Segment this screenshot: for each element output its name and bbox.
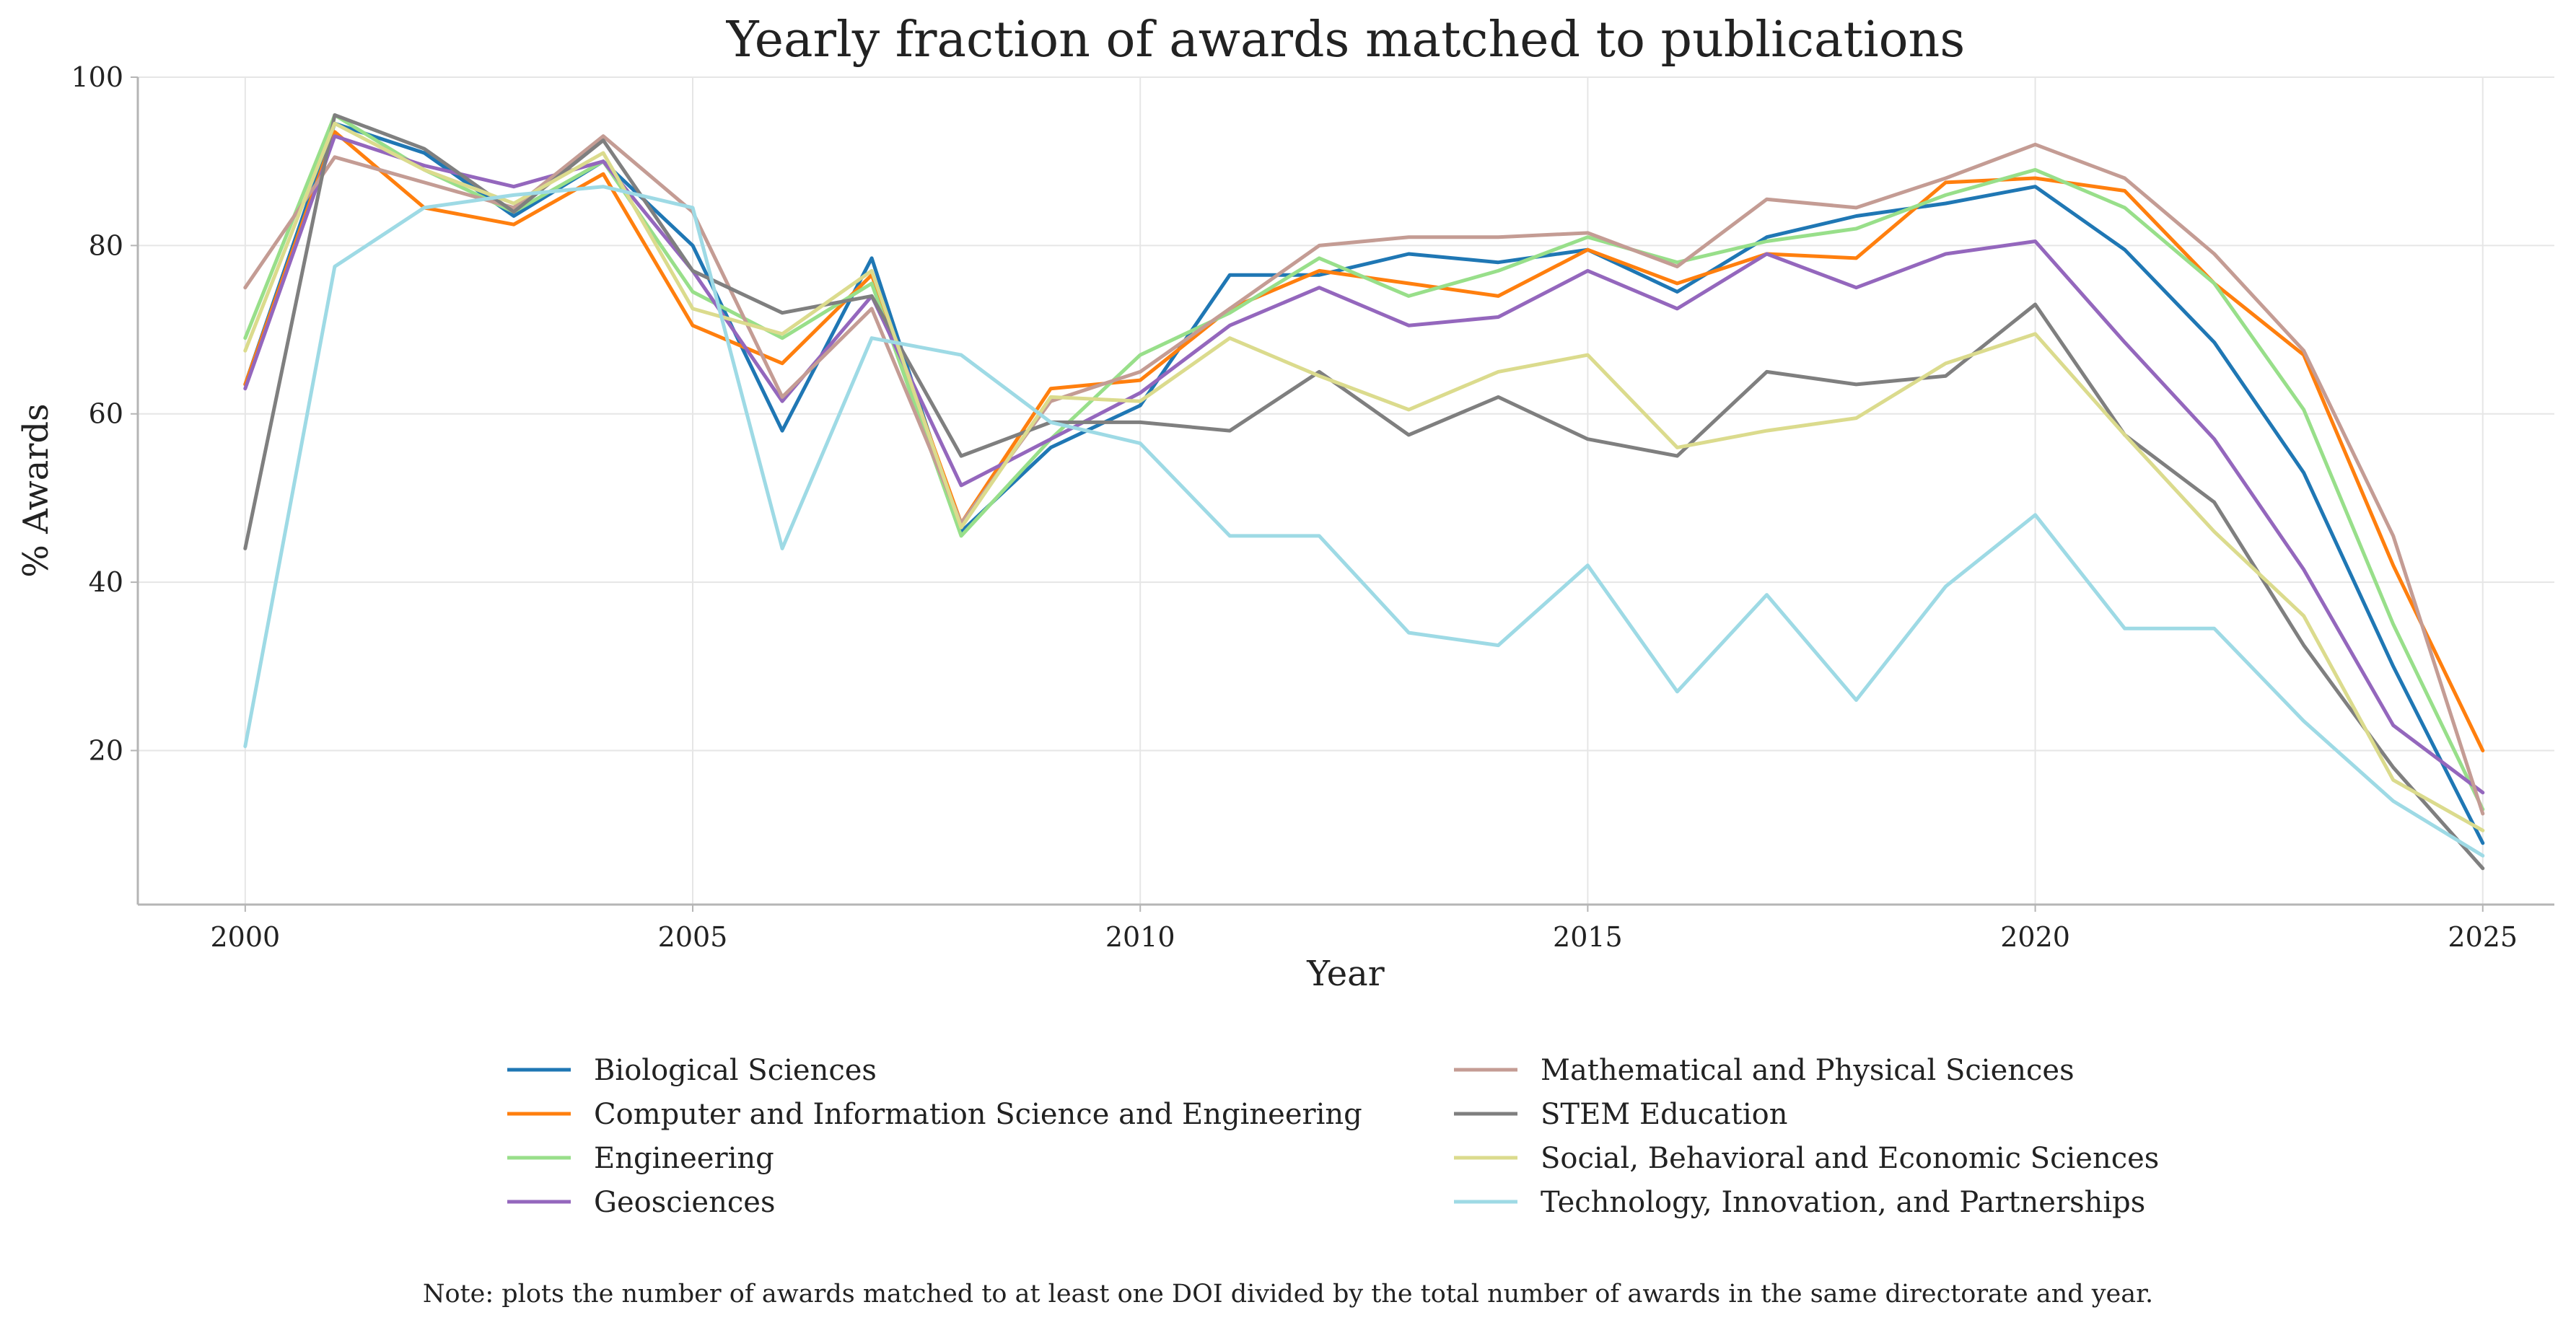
legend-label: Technology, Innovation, and Partnerships [1541,1186,2145,1219]
legend-label: Social, Behavioral and Economic Sciences [1541,1142,2159,1175]
x-tick-label: 2005 [658,921,728,953]
legend-item-technology-innovation-and-partnerships: Technology, Innovation, and Partnerships [1454,1186,2145,1219]
legend-item-stem-education: STEM Education [1454,1098,1787,1131]
chart-title: Yearly fraction of awards matched to pub… [726,12,1966,69]
legend-item-geosciences: Geosciences [507,1186,775,1219]
series-line-engineering [243,113,2485,812]
x-axis-title: Year [1306,954,1385,994]
series-line-biological-sciences [243,121,2485,845]
y-tick-label: 60 [89,398,123,430]
legend-label: STEM Education [1541,1098,1787,1131]
series-line-social-behavioral-and-economic-sciences [243,121,2485,832]
series-line-stem-education [243,113,2485,871]
y-tick-label: 100 [71,61,123,93]
legend: Biological Sciences Computer and Informat… [507,1054,2159,1219]
y-axis-title: % Awards [16,403,56,577]
legend-item-computer-and-information-science-and-engineering: Computer and Information Science and Eng… [507,1098,1362,1131]
legend-label: Engineering [594,1142,774,1175]
legend-label: Geosciences [594,1186,775,1219]
x-tick-label: 2020 [2000,921,2070,953]
legend-item-engineering: Engineering [507,1142,774,1175]
x-tick-label: 2025 [2448,921,2518,953]
tick-labels: 2000 2005 2010 2015 2020 2025 20 40 60 80 100 [71,61,2518,953]
legend-label: Mathematical and Physical Sciences [1541,1054,2075,1087]
grid [138,76,2554,905]
series-line-mathematical-and-physical-sciences [243,134,2485,816]
x-tick-label: 2010 [1105,921,1175,953]
series-lines [243,113,2485,871]
legend-item-biological-sciences: Biological Sciences [507,1054,877,1087]
series-line-geosciences [243,134,2485,795]
y-tick-label: 20 [89,734,123,766]
legend-label: Biological Sciences [594,1054,877,1087]
legend-item-social-behavioral-and-economic-sciences: Social, Behavioral and Economic Sciences [1454,1142,2159,1175]
legend-item-mathematical-and-physical-sciences: Mathematical and Physical Sciences [1454,1054,2075,1087]
y-tick-label: 40 [89,566,123,598]
y-tick-label: 80 [89,229,123,261]
footnote: Note: plots the number of awards matched… [423,1280,2153,1309]
legend-label: Computer and Information Science and Eng… [594,1098,1362,1131]
x-tick-label: 2000 [210,921,280,953]
series-line-technology-innovation-and-partnerships [243,185,2485,858]
x-tick-label: 2015 [1553,921,1623,953]
axes [136,77,2554,906]
